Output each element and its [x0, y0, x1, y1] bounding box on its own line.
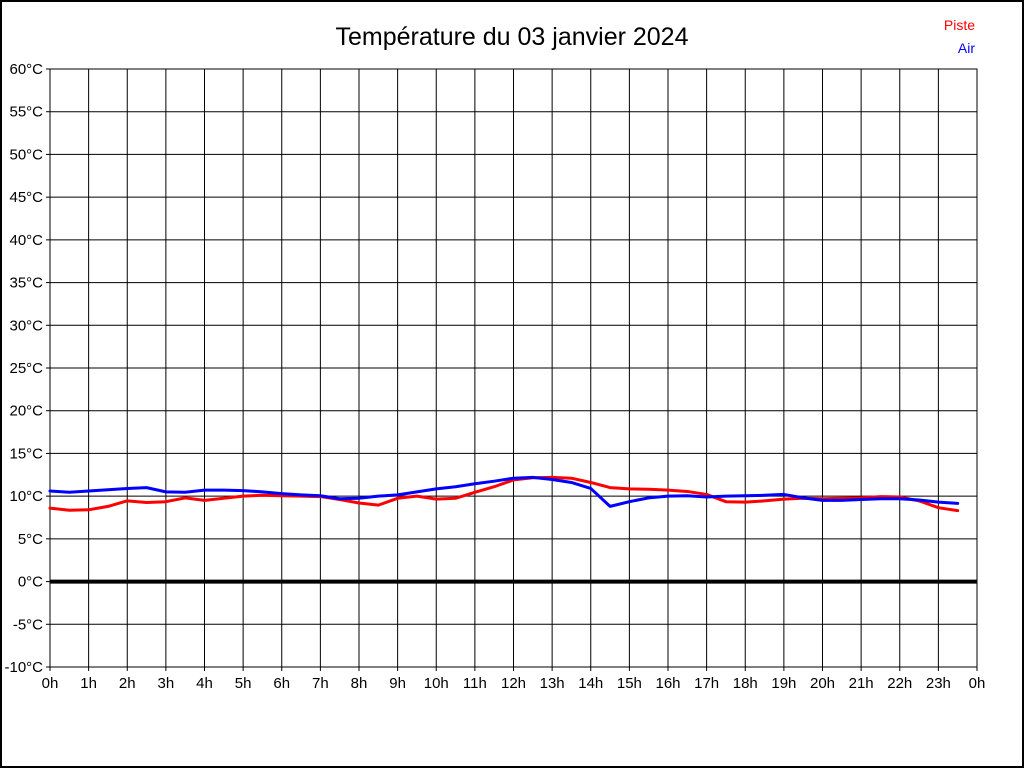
y-tick-label: 30°C — [9, 317, 43, 334]
chart-legend: Piste Air — [944, 14, 975, 60]
y-tick-label: -5°C — [13, 616, 43, 633]
series-air-line — [48, 475, 960, 508]
x-tick-label: 13h — [540, 675, 565, 692]
y-tick-label: 50°C — [9, 146, 43, 163]
x-tick-label: 23h — [926, 675, 951, 692]
x-tick-label: 12h — [501, 675, 526, 692]
chart-title: Température du 03 janvier 2024 — [335, 23, 689, 51]
y-tick-label: 0°C — [18, 574, 43, 591]
y-tick-label: 35°C — [9, 275, 43, 292]
x-tick-label: 8h — [351, 675, 368, 692]
x-tick-label: 3h — [158, 675, 175, 692]
y-tick-label: 55°C — [9, 104, 43, 121]
x-tick-label: 21h — [849, 675, 874, 692]
x-tick-label: 7h — [312, 675, 329, 692]
y-tick-label: 20°C — [9, 403, 43, 420]
series-piste-line — [48, 475, 960, 513]
plot-border — [49, 68, 978, 668]
x-tick-label: 1h — [80, 675, 97, 692]
y-tick-label: 10°C — [9, 488, 43, 505]
y-tick-label: 40°C — [9, 232, 43, 249]
x-tick-label: 10h — [424, 675, 449, 692]
y-tick-label: 60°C — [9, 61, 43, 78]
x-tick-label: 2h — [119, 675, 136, 692]
x-tick-label: 16h — [655, 675, 680, 692]
x-tick-label: 15h — [617, 675, 642, 692]
x-tick-label: 20h — [810, 675, 835, 692]
x-tick-label: 9h — [389, 675, 406, 692]
x-tick-label: 6h — [273, 675, 290, 692]
x-tick-label: 0h — [42, 675, 59, 692]
x-tick-label: 0h — [969, 675, 986, 692]
legend-item-piste: Piste — [943, 17, 975, 33]
y-tick-label: 5°C — [18, 531, 43, 548]
x-tick-label: 11h — [463, 675, 487, 692]
y-tick-label: 45°C — [9, 189, 43, 206]
x-tick-label: 22h — [887, 675, 912, 692]
x-tick-label: 19h — [771, 675, 796, 692]
x-tick-label: 18h — [733, 675, 758, 692]
x-tick-label: 4h — [196, 675, 213, 692]
y-tick-label: 25°C — [9, 360, 43, 377]
x-tick-label: 14h — [578, 675, 603, 692]
y-tick-label: -10°C — [4, 659, 43, 676]
legend-item-air: Air — [957, 40, 975, 56]
x-tick-label: 17h — [694, 675, 719, 692]
y-tick-label: 15°C — [9, 445, 43, 462]
x-tick-label: 5h — [235, 675, 252, 692]
